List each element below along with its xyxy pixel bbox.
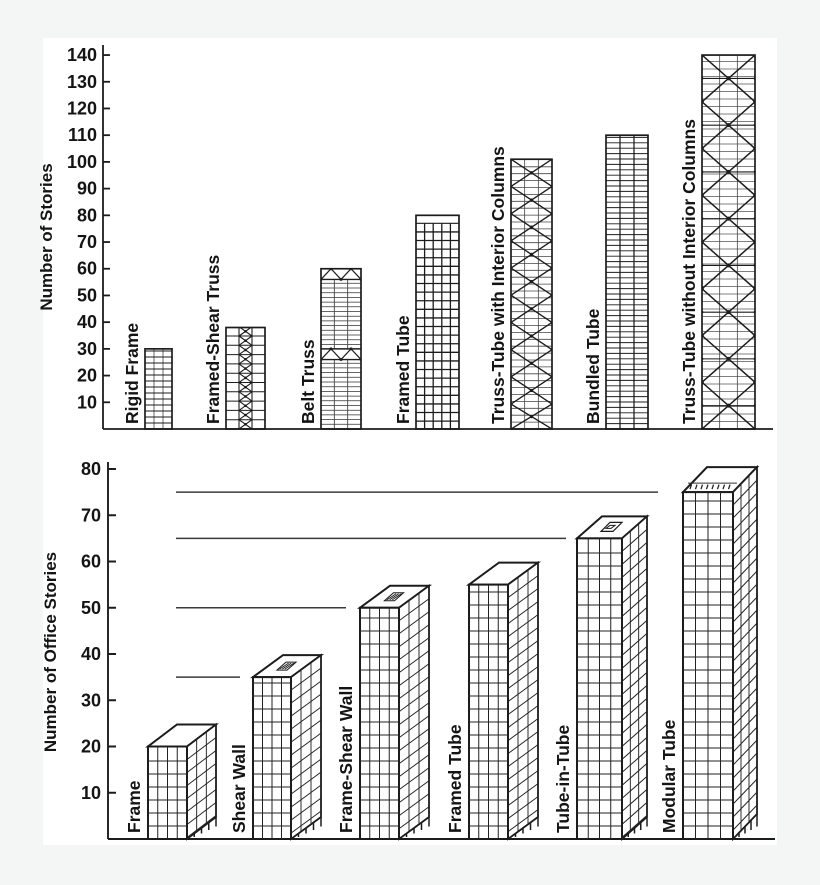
y-tick-label: 120 bbox=[67, 98, 97, 118]
roof-mark bbox=[383, 592, 405, 602]
y-tick-label: 50 bbox=[81, 598, 101, 618]
reference-lines bbox=[176, 491, 658, 678]
bar-truss-tube-with-interior-columns: Truss-Tube with Interior Columns bbox=[488, 146, 553, 430]
y-tick-label: 80 bbox=[81, 460, 101, 479]
bar-outline bbox=[225, 326, 266, 430]
side-face bbox=[398, 583, 430, 841]
y-axis: 10 20 30 40 50 60 70 80 bbox=[81, 460, 775, 840]
building-frame: Frame bbox=[124, 722, 219, 841]
y-tick-label: 70 bbox=[77, 232, 97, 252]
y-axis: 10 20 30 40 50 60 70 80 90 100 110 120 130 140 bbox=[67, 45, 773, 430]
y-tick-label: 50 bbox=[77, 285, 97, 305]
y-tick-label: 60 bbox=[77, 259, 97, 279]
bar-bundled-tube: Bundled Tube bbox=[583, 134, 649, 430]
bar-truss-tube-without-interior-columns: Truss-Tube without Interior Columns bbox=[679, 54, 756, 430]
building-label-tube-in-tube: Tube-in-Tube bbox=[553, 725, 573, 833]
bar-outline bbox=[144, 348, 173, 430]
stories-bar-chart: 10 20 30 40 50 60 70 80 90 100 110 120 130 140 Number … bbox=[37, 45, 773, 430]
y-tick-label: 10 bbox=[77, 392, 97, 412]
y-tick-label: 70 bbox=[81, 505, 101, 525]
building-frame-shear-wall: Frame-Shear Wall bbox=[336, 583, 433, 841]
y-tick-label: 30 bbox=[77, 339, 97, 359]
bar-outline bbox=[320, 267, 362, 430]
y-tick-label: 20 bbox=[81, 737, 101, 757]
y-tick-label: 30 bbox=[81, 690, 101, 710]
office-stories-building-chart: 10 20 30 40 50 60 70 80 Number of Office Stories… bbox=[41, 460, 775, 842]
y-tick-label: 110 bbox=[68, 125, 97, 145]
y-tick-label: 40 bbox=[77, 312, 97, 332]
y-tick-label: 40 bbox=[81, 644, 101, 664]
side-face bbox=[290, 653, 322, 841]
bar-belt-truss: Belt Truss bbox=[298, 267, 362, 430]
building-tube-in-tube: Tube-in-Tube bbox=[553, 514, 650, 841]
building-label-modular-tube: Modular Tube bbox=[659, 719, 679, 833]
y-tick-label: 100 bbox=[67, 152, 97, 172]
y-tick-label: 140 bbox=[67, 45, 97, 65]
y-tick-label: 80 bbox=[77, 205, 97, 225]
bar-outline bbox=[605, 134, 649, 430]
y-tick-label: 90 bbox=[77, 179, 97, 199]
building-modular-tube: Modular Tube bbox=[659, 464, 760, 842]
side-face bbox=[507, 560, 539, 841]
bar-label-truss-tube-without-interior-columns: Truss-Tube without Interior Columns bbox=[679, 119, 699, 424]
bar-framed-tube: Framed Tube bbox=[393, 214, 460, 430]
bar-rigid-frame: Rigid Frame bbox=[122, 323, 173, 430]
bar-outline bbox=[701, 54, 756, 430]
y-tick-label: 10 bbox=[81, 783, 101, 803]
building-label-shear-wall: Shear Wall bbox=[229, 744, 249, 833]
y-axis-title: Number of Stories bbox=[37, 163, 56, 310]
bar-label-framed-shear-truss: Framed-Shear Truss bbox=[203, 255, 223, 424]
building-label-frame-shear-wall: Frame-Shear Wall bbox=[336, 686, 356, 833]
bar-label-belt-truss: Belt Truss bbox=[298, 339, 318, 424]
bar-framed-shear-truss: Framed-Shear Truss bbox=[203, 255, 266, 430]
bar-label-truss-tube-with-interior-columns: Truss-Tube with Interior Columns bbox=[488, 146, 508, 424]
building-shear-wall: Shear Wall bbox=[229, 653, 325, 841]
y-axis-title: Number of Office Stories bbox=[41, 552, 60, 752]
bar-outline bbox=[510, 158, 553, 430]
bar-outline bbox=[415, 214, 460, 430]
y-tick-label: 60 bbox=[81, 552, 101, 572]
roof-mark bbox=[275, 661, 298, 671]
y-tick-label: 130 bbox=[67, 72, 97, 92]
building-label-frame: Frame bbox=[124, 780, 144, 833]
bar-label-framed-tube: Framed Tube bbox=[393, 315, 413, 424]
y-tick-label: 20 bbox=[77, 366, 97, 386]
roof-mark bbox=[599, 521, 624, 532]
building-label-framed-tube: Framed Tube bbox=[445, 724, 465, 833]
bar-label-bundled-tube: Bundled Tube bbox=[583, 308, 603, 424]
bar-label-rigid-frame: Rigid Frame bbox=[122, 323, 142, 424]
roof-mark bbox=[688, 482, 737, 490]
building-framed-tube: Framed Tube bbox=[445, 560, 542, 841]
